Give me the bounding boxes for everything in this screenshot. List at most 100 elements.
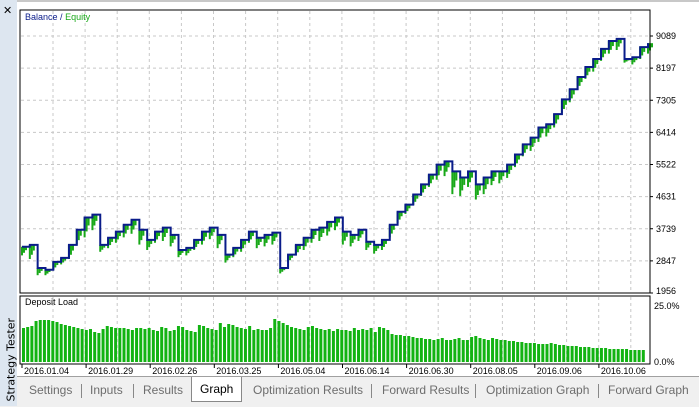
deposit-load-bar: [428, 339, 432, 362]
deposit-load-bar: [411, 337, 415, 362]
deposit-load-bar: [227, 324, 231, 362]
deposit-load-bar: [340, 330, 344, 362]
deposit-load-bar: [310, 326, 314, 362]
deposit-load-bar: [633, 350, 637, 362]
deposit-load-bar: [210, 329, 214, 362]
tab-divider: [598, 384, 599, 398]
deposit-load-bar: [491, 338, 495, 362]
deposit-load-bar: [252, 330, 256, 362]
deposit-load-bar: [612, 349, 616, 362]
deposit-load-bar: [369, 328, 373, 362]
deposit-load-bar: [156, 331, 160, 362]
deposit-load-bar: [89, 329, 92, 362]
deposit-load-bar: [38, 320, 42, 362]
deposit-load-bar: [327, 329, 331, 362]
x-tick-label: 2016.06.14: [345, 366, 390, 376]
tab-optimization-graph[interactable]: Optimization Graph: [486, 383, 590, 397]
deposit-load-bar: [22, 328, 25, 362]
deposit-load-bar: [620, 349, 624, 362]
legend-equity: Equity: [65, 12, 91, 22]
deposit-load-bar: [373, 332, 377, 362]
deposit-load-bar: [545, 344, 549, 362]
y-tick-label: 7305: [656, 95, 676, 105]
load-max-label: 25.0%: [654, 301, 680, 311]
deposit-load-bar: [562, 345, 566, 362]
x-tick-label: 2016.01.04: [24, 366, 69, 376]
tab-inputs[interactable]: Inputs: [90, 383, 123, 397]
tab-results[interactable]: Results: [143, 383, 184, 397]
deposit-load-bar: [532, 343, 536, 362]
deposit-load-bar: [578, 347, 582, 362]
deposit-load-bar: [143, 329, 147, 362]
legend-balance: Balance: [25, 12, 58, 22]
deposit-load-bar: [520, 342, 524, 362]
deposit-load-bar: [185, 330, 189, 362]
deposit-load-bar: [290, 327, 294, 362]
y-tick-label: 9089: [656, 31, 676, 41]
deposit-load-bar: [495, 339, 499, 362]
deposit-load-bar: [59, 324, 63, 362]
deposit-load-bar: [248, 326, 252, 362]
deposit-load-bar: [135, 328, 139, 362]
tab-optimization-results[interactable]: Optimization Results: [253, 383, 364, 397]
deposit-load-bar: [218, 323, 222, 362]
deposit-load-bar: [415, 338, 419, 362]
deposit-load-bar: [608, 349, 612, 362]
tab-settings[interactable]: Settings: [29, 383, 73, 397]
deposit-load-bar: [47, 320, 51, 362]
deposit-load-bar: [365, 330, 369, 362]
deposit-load-bar: [470, 337, 474, 362]
deposit-load-bar: [323, 330, 327, 362]
deposit-load-bar: [172, 330, 176, 362]
deposit-load-bar: [516, 342, 520, 362]
deposit-load-bar: [357, 330, 361, 362]
tab-forward-graph[interactable]: Forward Graph: [608, 383, 689, 397]
deposit-load-bar: [189, 331, 193, 362]
tab-forward-results[interactable]: Forward Results: [382, 383, 470, 397]
deposit-load-bar: [478, 338, 482, 362]
deposit-load-bar: [486, 340, 490, 362]
tab-graph[interactable]: Graph: [191, 377, 243, 402]
deposit-load-bar: [398, 335, 402, 362]
deposit-load-bar: [403, 336, 407, 362]
deposit-load-bar: [101, 329, 105, 362]
deposit-load-bar: [390, 334, 394, 362]
deposit-load-bar: [130, 330, 134, 362]
x-tick-label: 2016.08.05: [473, 366, 518, 376]
deposit-load-bar: [214, 330, 218, 362]
tab-divider: [133, 384, 134, 398]
deposit-load-bar: [541, 344, 545, 362]
deposit-load-bar: [641, 350, 645, 362]
deposit-load-bar: [109, 327, 113, 362]
deposit-load-bar: [277, 321, 281, 362]
deposit-load-bar: [264, 330, 268, 362]
tab-bar: Settings Inputs Results Graph Optimizati…: [17, 376, 699, 407]
deposit-load-bar: [273, 319, 277, 362]
deposit-load-bar: [147, 328, 151, 362]
deposit-load-bar: [432, 340, 436, 362]
deposit-load-bar: [72, 327, 76, 362]
deposit-load-bar: [239, 328, 243, 362]
deposit-load-bar: [298, 329, 302, 362]
deposit-load-bar: [453, 339, 457, 362]
deposit-load-bar: [269, 328, 273, 362]
deposit-load-bar: [80, 329, 84, 362]
chart-legend: Balance / Equity: [25, 12, 90, 22]
deposit-load-bar: [377, 327, 381, 362]
deposit-load-bar: [197, 325, 201, 362]
close-icon[interactable]: ✕: [3, 4, 13, 17]
deposit-load-bar: [93, 332, 97, 362]
x-tick-label: 2016.01.29: [88, 366, 133, 376]
x-tick-label: 2016.09.06: [537, 366, 582, 376]
deposit-load-bar: [331, 331, 335, 362]
deposit-load-bar: [243, 329, 247, 362]
deposit-load-bar: [394, 335, 398, 362]
deposit-load-bar: [570, 346, 574, 362]
main-chart-frame: [19, 9, 651, 294]
top-border: [17, 0, 699, 2]
deposit-load-bar: [30, 326, 34, 362]
x-tick-label: 2016.06.30: [409, 366, 454, 376]
deposit-load-bar: [126, 329, 130, 362]
deposit-load-bar: [315, 328, 319, 362]
deposit-load-bar: [595, 348, 599, 362]
